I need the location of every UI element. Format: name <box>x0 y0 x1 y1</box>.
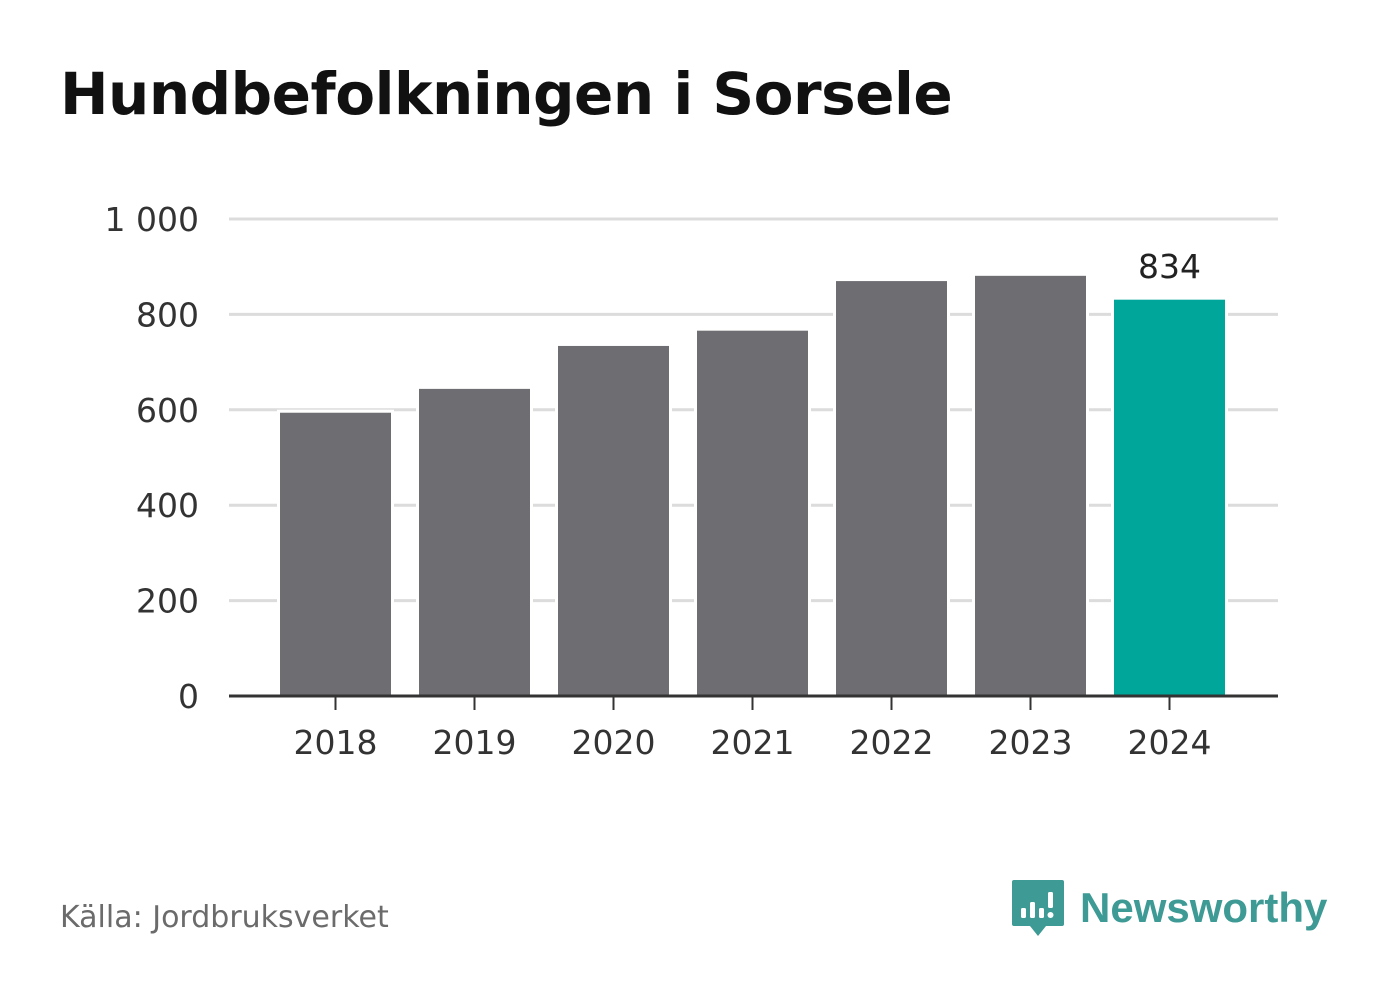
y-tick-label: 1 000 <box>105 200 199 239</box>
bar-2018 <box>277 409 394 698</box>
data-label: 834 <box>1138 247 1201 286</box>
x-tick-label: 2018 <box>294 723 378 762</box>
y-tick-label: 200 <box>136 582 199 621</box>
bar-2024 <box>1111 296 1228 698</box>
chart-title: Hundbefolkningen i Sorsele <box>60 60 953 128</box>
y-tick-label: 400 <box>136 486 199 525</box>
x-tick-label: 2020 <box>572 723 656 762</box>
bar-2022 <box>833 278 950 698</box>
x-tick-label: 2021 <box>711 723 795 762</box>
y-tick-label: 0 <box>178 677 199 716</box>
y-tick-label: 800 <box>136 295 199 334</box>
bar-2020 <box>555 342 672 698</box>
labels: 0 200 400 600 800 1 000 2018 2019 2020 2021 2022 20… <box>105 200 1212 762</box>
x-tick-label: 2022 <box>850 723 934 762</box>
axes <box>229 694 1278 710</box>
x-tick-label: 2024 <box>1128 723 1212 762</box>
bar-2021 <box>694 327 811 698</box>
bars <box>277 272 1228 698</box>
brand-logo: Newsworthy <box>1010 878 1327 938</box>
x-tick-label: 2019 <box>433 723 517 762</box>
bar-2023 <box>972 272 1089 698</box>
y-tick-label: 600 <box>136 391 199 430</box>
source-note: Källa: Jordbruksverket <box>60 900 389 935</box>
bar-2019 <box>416 385 533 698</box>
brand-name: Newsworthy <box>1080 884 1328 931</box>
x-tick-label: 2023 <box>989 723 1073 762</box>
newsworthy-logo-icon <box>1012 880 1064 936</box>
